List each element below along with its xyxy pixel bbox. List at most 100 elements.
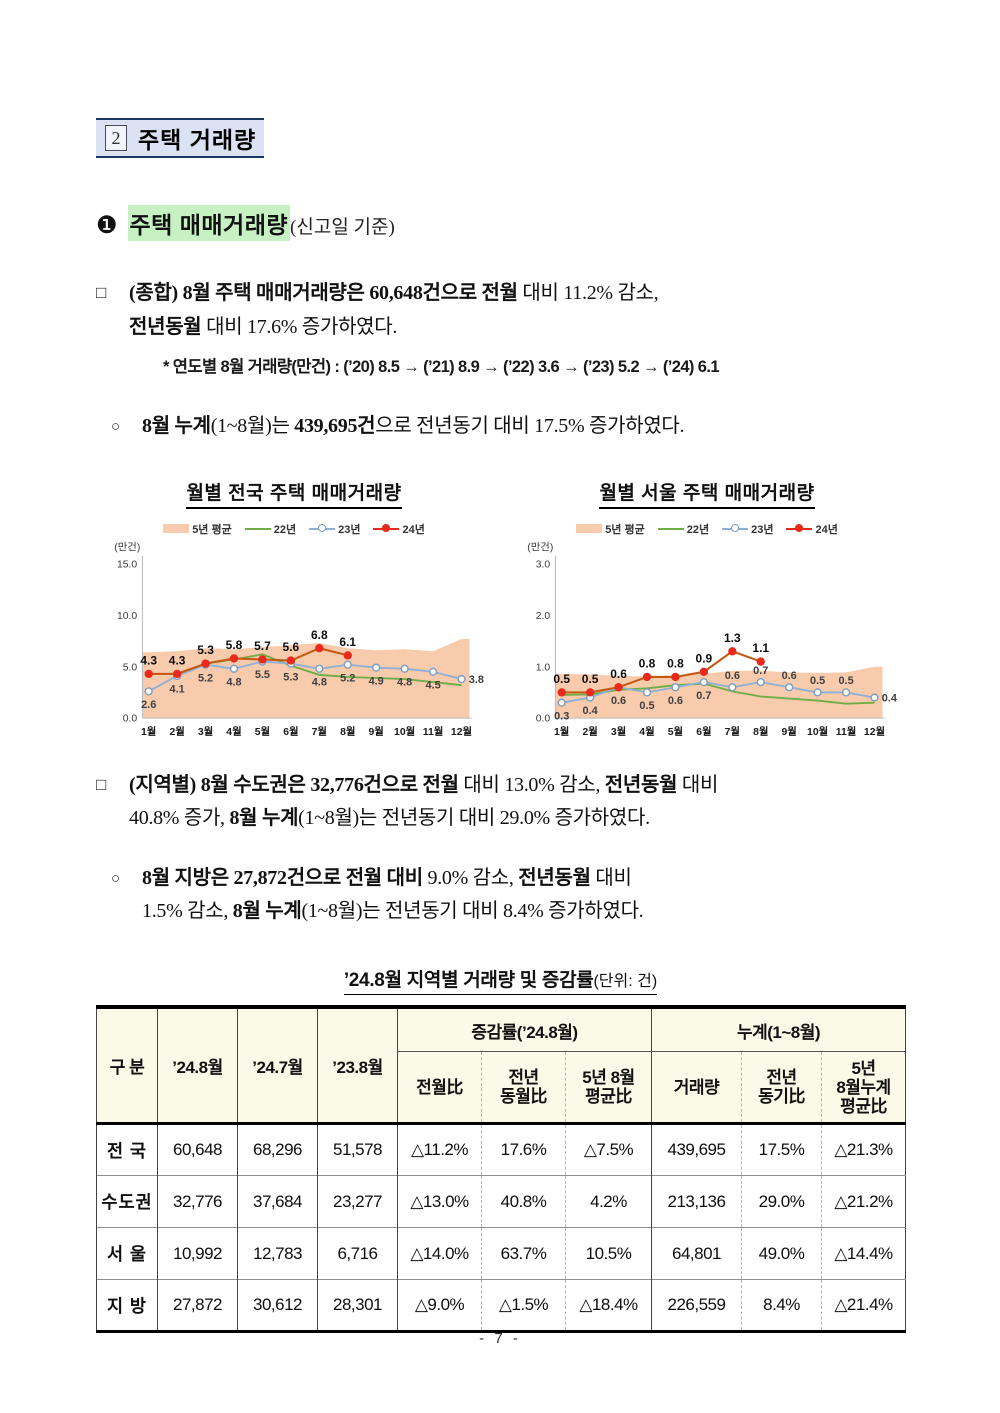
table-header: 구 분 ’24.8월 ’24.7월 ’23.8월 증감률(’24.8월) 누계(… — [96, 1006, 906, 1124]
cell: 6,716 — [317, 1227, 398, 1280]
svg-text:12월: 12월 — [864, 724, 885, 737]
svg-text:1월: 1월 — [141, 724, 156, 737]
header-24-8: ’24.8월 — [157, 1006, 238, 1124]
cell: △7.5% — [565, 1123, 652, 1176]
row-label: 수도권 — [96, 1175, 158, 1228]
header-24-7: ’24.7월 — [237, 1006, 318, 1124]
svg-text:2.6: 2.6 — [141, 699, 156, 711]
cell: △21.3% — [821, 1123, 906, 1176]
svg-text:4월: 4월 — [226, 724, 241, 737]
header-5yr-cum-avg: 5년 8월누계 평균比 — [821, 1051, 906, 1124]
cell: 17.5% — [741, 1123, 822, 1176]
svg-text:5월: 5월 — [255, 724, 270, 737]
section-title: 주택 거래량 — [138, 127, 257, 153]
national-chart-legend: 5년 평균 22년 23년 24년 — [98, 521, 490, 537]
legend-swatch-5yr-avg — [163, 524, 190, 533]
square-bullet-icon: □ — [96, 283, 106, 302]
legend-swatch-2024 — [786, 524, 813, 532]
cell: 8.4% — [741, 1279, 822, 1332]
svg-text:1월: 1월 — [554, 724, 569, 737]
svg-text:0.5: 0.5 — [810, 675, 825, 687]
row-label: 서 울 — [96, 1227, 158, 1280]
paragraph-cumulative-text: 8월 누계(1~8월)는 439,695건으로 전년동기 대비 17.5% 증가… — [142, 414, 685, 437]
footnote-yearly-volumes: * 연도별 8월 거래량(만건) : (’20) 8.5 → (’21) 8.9… — [163, 358, 720, 377]
cell: 63.7% — [481, 1227, 566, 1280]
svg-text:12월: 12월 — [451, 724, 472, 737]
svg-text:0.8: 0.8 — [639, 656, 656, 670]
header-yoy-cum: 전년 동기比 — [741, 1051, 822, 1124]
subsection-heading: ❶ 주택 매매거래량 (신고일 기준) — [96, 205, 905, 241]
cell: △21.2% — [821, 1175, 906, 1228]
section-title-box: 2 주택 거래량 — [96, 118, 264, 158]
header-yoy: 전년 동월比 — [481, 1051, 566, 1124]
svg-text:0.5: 0.5 — [553, 672, 570, 686]
circle-bullet-icon: ○ — [111, 869, 120, 887]
legend-label-5yr-avg: 5년 평균 — [605, 523, 645, 536]
svg-text:6.8: 6.8 — [311, 627, 328, 641]
square-bullet-icon: □ — [96, 774, 106, 794]
header-volume: 거래량 — [651, 1051, 742, 1124]
svg-text:3월: 3월 — [611, 724, 626, 737]
svg-text:4.9: 4.9 — [369, 675, 384, 687]
charts-row: 월별 전국 주택 매매거래량 5년 평균 22년 23년 24년 (만건) 15.… — [98, 478, 903, 741]
cell: 27,872 — [157, 1279, 238, 1332]
legend-swatch-2023 — [722, 524, 749, 532]
svg-text:6월: 6월 — [696, 724, 711, 737]
svg-text:0.3: 0.3 — [554, 710, 569, 722]
subsection-title: 주택 매매거래량 — [127, 205, 291, 241]
row-label: 전 국 — [96, 1123, 158, 1176]
table-row: 서 울 10,992 12,783 6,716 △14.0% 63.7% 10.5% 64,8… — [96, 1227, 906, 1280]
legend-swatch-2022 — [657, 527, 684, 530]
svg-text:0.4: 0.4 — [583, 705, 599, 717]
svg-text:1.1: 1.1 — [752, 641, 769, 655]
legend-label-2023: 23년 — [751, 523, 774, 536]
legend-label-2022: 22년 — [686, 523, 710, 536]
cell: 40.8% — [481, 1175, 566, 1228]
svg-text:5.3: 5.3 — [197, 643, 214, 657]
legend-label-2022: 22년 — [273, 523, 297, 536]
cell: 49.0% — [741, 1227, 822, 1280]
cell: 64,801 — [651, 1227, 742, 1280]
legend-label-5yr-avg: 5년 평균 — [192, 523, 232, 536]
svg-text:0.8: 0.8 — [667, 656, 684, 670]
svg-text:6월: 6월 — [283, 724, 298, 737]
svg-text:2월: 2월 — [169, 724, 184, 737]
svg-text:5.6: 5.6 — [283, 640, 300, 654]
svg-text:0.5: 0.5 — [838, 675, 853, 687]
svg-text:5.8: 5.8 — [226, 638, 243, 652]
paragraph-regional-text: (지역별) 8월 수도권은 32,776건으로 전월 대비 13.0% 감소, … — [129, 773, 719, 830]
cell: 51,578 — [317, 1123, 398, 1176]
cell: 32,776 — [157, 1175, 238, 1228]
svg-text:3.0: 3.0 — [536, 559, 551, 570]
table-body: 전 국 60,648 68,296 51,578 △11.2% 17.6% △7.5% 439… — [96, 1123, 906, 1332]
svg-text:5월: 5월 — [668, 724, 683, 737]
cell: 226,559 — [651, 1279, 742, 1332]
svg-text:4.5: 4.5 — [425, 679, 440, 691]
subsection-suffix: (신고일 기준) — [290, 217, 395, 238]
svg-text:0.9: 0.9 — [696, 651, 713, 665]
svg-text:1.0: 1.0 — [536, 662, 551, 673]
cell: 37,684 — [237, 1175, 318, 1228]
page-number: - 7 - — [479, 1330, 521, 1347]
svg-text:10월: 10월 — [807, 724, 828, 737]
cell: 213,136 — [651, 1175, 742, 1228]
paragraph-provinces: ○ 8월 지방은 27,872건으로 전월 대비 9.0% 감소, 전년동월 대… — [111, 862, 905, 929]
cell: 29.0% — [741, 1175, 822, 1228]
header-group-change: 증감률(’24.8월) — [397, 1006, 652, 1053]
regional-volume-table: 구 분 ’24.8월 ’24.7월 ’23.8월 증감률(’24.8월) 누계(… — [96, 1004, 906, 1334]
table-row: 수도권 32,776 37,684 23,277 △13.0% 40.8% 4.2% 213,… — [96, 1175, 906, 1228]
seoul-monthly-chart: (만건) 3.0 2.0 1.0 0.01월 2월 3월 4월 5월 6월 7월 8월 9월 10월 11월… — [527, 541, 898, 737]
svg-text:0.6: 0.6 — [611, 694, 626, 706]
legend-label-2024: 24년 — [402, 523, 425, 536]
circle-bullet-icon: ○ — [111, 417, 120, 435]
svg-text:0.4: 0.4 — [882, 692, 898, 704]
svg-text:9월: 9월 — [782, 724, 797, 737]
svg-text:5.0: 5.0 — [123, 662, 138, 673]
svg-text:15.0: 15.0 — [117, 559, 137, 570]
svg-text:4.1: 4.1 — [170, 683, 185, 695]
header-mom: 전월比 — [397, 1051, 482, 1124]
cell: 4.2% — [565, 1175, 652, 1228]
header-gubun: 구 분 — [96, 1006, 158, 1124]
cell: 10.5% — [565, 1227, 652, 1280]
